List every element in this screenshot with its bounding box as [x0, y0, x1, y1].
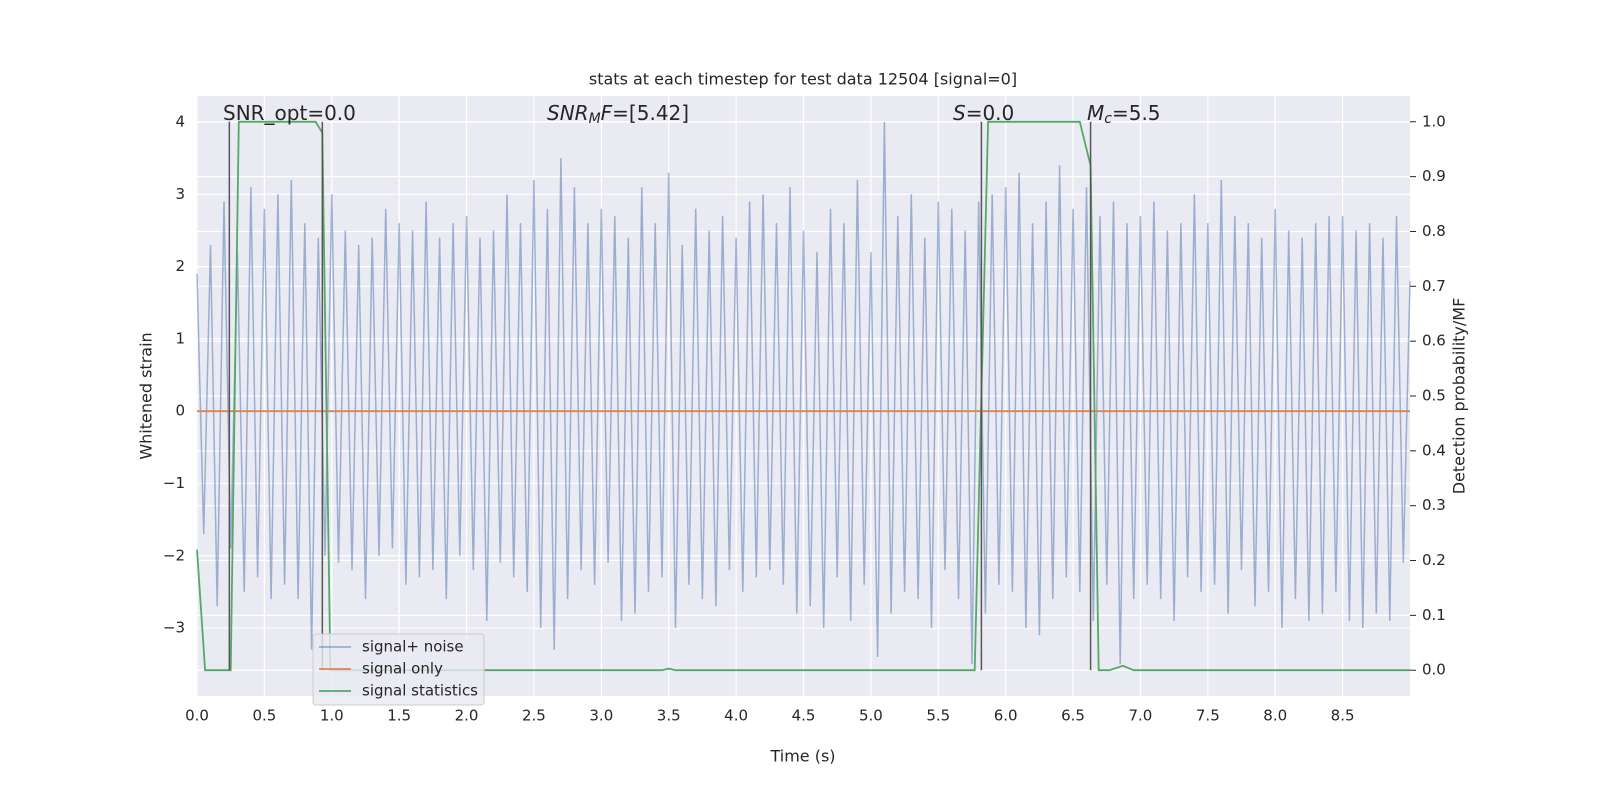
x-tick-label: 3.5 [657, 707, 681, 725]
x-tick-label: 1.5 [387, 707, 411, 725]
annotation: SNR_opt=0.0 [223, 101, 356, 125]
y-tick-label: 4 [175, 113, 185, 131]
x-tick-label: 3.0 [589, 707, 613, 725]
annotation: Mc=5.5 [1087, 101, 1161, 128]
chart-title: stats at each timestep for test data 125… [589, 70, 1017, 89]
y-tick-label: −1 [163, 474, 185, 492]
x-tick-label: 7.0 [1129, 707, 1153, 725]
x-tick-label: 4.5 [792, 707, 816, 725]
y2-tick-label: 0.6 [1422, 332, 1446, 350]
y-tick-label: 2 [175, 257, 185, 275]
y2-tick-label: 0.5 [1422, 387, 1446, 405]
legend-label: signal only [362, 660, 443, 678]
y2-tick-label: 1.0 [1422, 112, 1446, 130]
x-tick-label: 8.0 [1263, 707, 1287, 725]
annotation-part: M [1087, 101, 1104, 125]
legend-label: signal+ noise [362, 638, 464, 656]
y2-tick-label: 0.4 [1422, 441, 1446, 459]
x-tick-label: 2.0 [455, 707, 479, 725]
series-line [196, 120, 1410, 672]
x-tick-label: 6.0 [994, 707, 1018, 725]
x-tick-label: 6.5 [1061, 707, 1085, 725]
annotation-part: S [953, 101, 966, 125]
y2-tick-label: 0.0 [1422, 661, 1446, 679]
y-tick-label: 0 [175, 402, 185, 420]
annotation-part: SNR_opt=0.0 [223, 101, 356, 125]
annotation-part: SNR [547, 101, 589, 125]
y-tick-label: 3 [175, 185, 185, 203]
y2-tick-label: 0.3 [1422, 496, 1446, 514]
series-line [196, 121, 1411, 665]
legend-box [312, 633, 485, 706]
x-tick-label: 4.0 [724, 707, 748, 725]
x-axis-label: Time (s) [769, 747, 835, 766]
annotation: S=0.0 [953, 101, 1014, 125]
legend-label: signal statistics [362, 682, 478, 700]
annotation-part: F [601, 101, 613, 125]
annotation-part: =0.0 [966, 101, 1015, 125]
annotation-part: =[5.42] [612, 101, 689, 125]
x-tick-label: 7.5 [1196, 707, 1220, 725]
x-tick-label: 0.0 [185, 707, 209, 725]
annotation-part: =5.5 [1112, 101, 1161, 125]
y2-axis-label: Detection probability/MF [1450, 298, 1469, 495]
y2-tick-label: 0.1 [1422, 606, 1446, 624]
y2-tick-label: 0.9 [1422, 167, 1446, 185]
x-tick-label: 0.5 [252, 707, 276, 725]
y-tick-label: 1 [175, 329, 185, 347]
x-tick-label: 2.5 [522, 707, 546, 725]
y2-tick-label: 0.7 [1422, 277, 1446, 295]
y2-tick-label: 0.8 [1422, 222, 1446, 240]
y-tick-label: −2 [163, 546, 185, 564]
y2-tick-label: 0.2 [1422, 551, 1446, 569]
x-tick-label: 5.0 [859, 707, 883, 725]
x-tick-label: 8.5 [1331, 707, 1355, 725]
y-tick-label: −3 [163, 619, 185, 637]
x-tick-label: 5.5 [926, 707, 950, 725]
annotation: SNRMF=[5.42] [547, 101, 689, 128]
x-tick-label: 1.0 [320, 707, 344, 725]
annotation-part: c [1104, 111, 1112, 127]
annotation-part: M [589, 111, 601, 127]
y-axis-label: Whitened strain [137, 332, 156, 459]
